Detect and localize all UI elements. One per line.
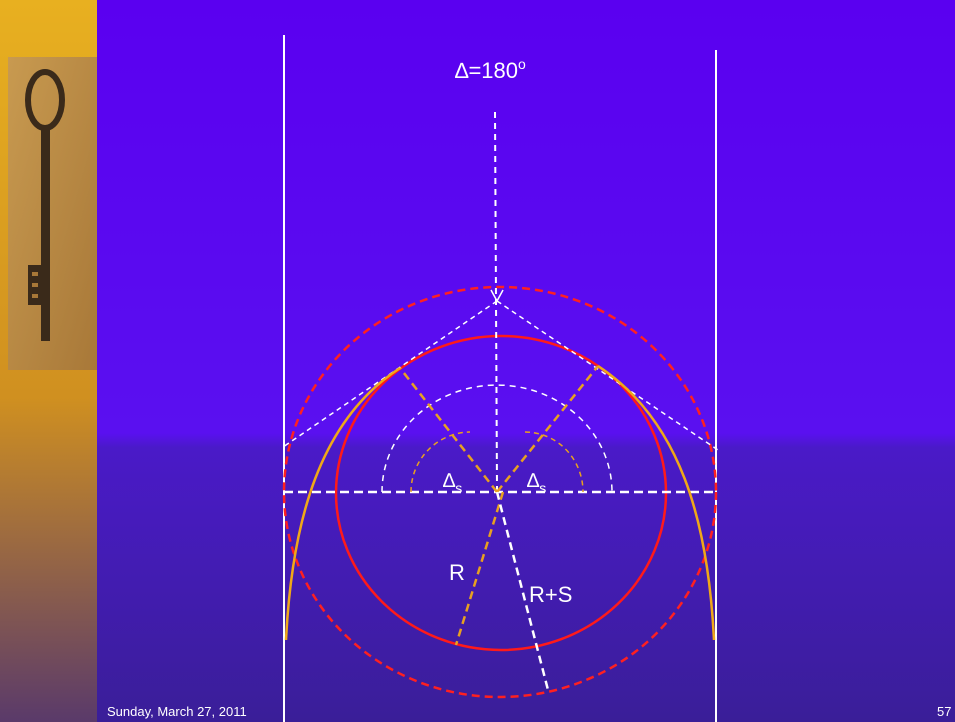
angle-label: ∆=180o bbox=[455, 56, 526, 83]
page-number: 57 bbox=[937, 704, 951, 719]
delta: ∆ bbox=[443, 470, 456, 492]
subscript: s bbox=[455, 480, 462, 496]
angle-superscript: o bbox=[518, 56, 526, 72]
radius-label: R bbox=[449, 560, 465, 585]
radius-label: R+S bbox=[529, 582, 572, 607]
footer-date: Sunday, March 27, 2011 bbox=[107, 704, 247, 719]
deflection-label-left: ∆s bbox=[443, 470, 462, 496]
angle-text: ∆=180 bbox=[455, 58, 518, 83]
delta: ∆ bbox=[527, 470, 540, 492]
key-image bbox=[8, 57, 97, 370]
geometry bbox=[282, 35, 719, 722]
deflection-label-right: ∆s bbox=[527, 470, 546, 496]
subscript: s bbox=[539, 480, 546, 496]
